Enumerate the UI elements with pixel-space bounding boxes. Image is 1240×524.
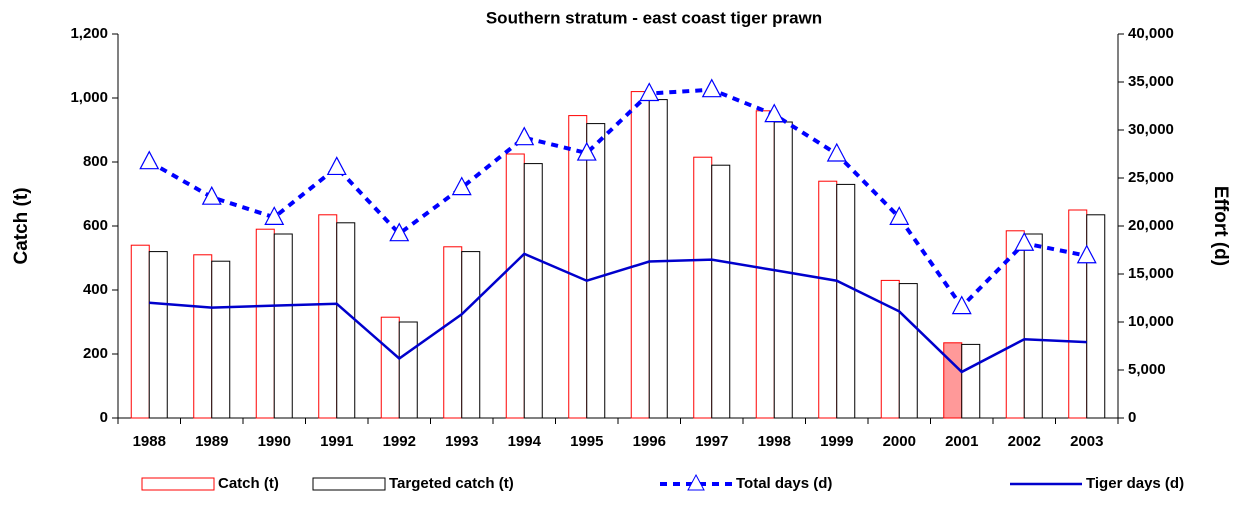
bar — [211, 260, 231, 419]
x-tick-label: 1989 — [195, 433, 228, 450]
y-tick-label: 1,200 — [70, 25, 108, 42]
y2-axis-title: Effort (d) — [1210, 186, 1231, 266]
bar — [818, 180, 838, 419]
marker — [1014, 231, 1035, 251]
x-tick-label: 1994 — [508, 433, 542, 450]
bar — [380, 316, 400, 419]
x-tick-label: 2003 — [1070, 433, 1103, 450]
bar — [273, 233, 293, 419]
y2-tick-label: 25,000 — [1128, 169, 1174, 186]
x-tick-label: 1988 — [133, 433, 166, 450]
bar — [586, 123, 606, 419]
bar — [943, 342, 963, 419]
x-tick-label: 1990 — [258, 433, 291, 450]
legend-label: Catch (t) — [218, 475, 279, 492]
y-tick-label: 1,000 — [70, 89, 108, 106]
legend-label: Targeted catch (t) — [389, 475, 514, 492]
legend-label: Total days (d) — [736, 475, 832, 492]
marker — [889, 206, 910, 225]
bar — [711, 164, 731, 419]
x-tick-label: 2002 — [1008, 433, 1041, 450]
marker — [389, 222, 410, 242]
line — [148, 87, 1088, 310]
marker — [826, 142, 847, 162]
x-tick-label: 1992 — [383, 433, 416, 450]
bar — [836, 183, 856, 419]
bar — [523, 163, 543, 419]
bar — [1086, 214, 1106, 419]
x-tick-label: 1999 — [820, 433, 853, 450]
marker — [639, 82, 660, 102]
marker — [576, 141, 597, 161]
bar — [648, 99, 668, 419]
marker — [326, 156, 347, 176]
marker — [951, 295, 972, 315]
x-tick-label: 2001 — [945, 433, 978, 450]
chart-title: Southern stratum - east coast tiger praw… — [486, 8, 822, 27]
y-tick-label: 800 — [83, 153, 108, 170]
marker — [701, 78, 722, 98]
bar — [755, 110, 775, 419]
line — [149, 252, 1087, 374]
bar — [898, 283, 918, 419]
bar — [193, 254, 213, 419]
bar — [1023, 233, 1043, 419]
bar — [961, 343, 981, 419]
y-tick-label: 0 — [100, 409, 108, 426]
bar — [398, 321, 418, 419]
y2-tick-label: 30,000 — [1128, 121, 1174, 138]
marker — [1076, 244, 1097, 264]
bar — [461, 251, 481, 419]
bar — [318, 214, 338, 419]
marker — [514, 126, 535, 146]
bar — [443, 246, 463, 419]
bar — [1068, 209, 1088, 419]
legend-swatch — [141, 477, 215, 491]
bar — [505, 153, 525, 419]
bar — [568, 115, 588, 419]
x-tick-label: 1996 — [633, 433, 666, 450]
y-tick-label: 200 — [83, 345, 108, 362]
bar — [880, 279, 900, 419]
marker — [139, 150, 160, 170]
y-tick-label: 400 — [83, 281, 108, 298]
marker — [764, 103, 785, 123]
bar — [148, 251, 168, 419]
bar — [693, 156, 713, 419]
y2-tick-label: 40,000 — [1128, 25, 1174, 42]
x-tick-label: 1993 — [445, 433, 478, 450]
x-tick-label: 1991 — [320, 433, 353, 450]
y2-tick-label: 0 — [1128, 409, 1136, 426]
bar — [630, 91, 650, 419]
y2-tick-label: 35,000 — [1128, 73, 1174, 90]
y2-tick-label: 5,000 — [1128, 361, 1166, 378]
legend-marker — [687, 473, 705, 491]
marker — [264, 206, 285, 225]
bar — [255, 228, 275, 419]
y-axis-title: Catch (t) — [11, 187, 32, 264]
marker — [451, 176, 472, 196]
x-tick-label: 1997 — [695, 433, 728, 450]
x-tick-label: 1995 — [570, 433, 603, 450]
y-tick-label: 600 — [83, 217, 108, 234]
bar — [336, 222, 356, 419]
legend-swatch — [312, 477, 386, 491]
x-tick-label: 2000 — [883, 433, 916, 450]
legend-label: Tiger days (d) — [1086, 475, 1184, 492]
y2-tick-label: 10,000 — [1128, 313, 1174, 330]
y2-tick-label: 20,000 — [1128, 217, 1174, 234]
marker — [201, 185, 222, 205]
y2-tick-label: 15,000 — [1128, 265, 1174, 282]
bar — [130, 244, 150, 419]
x-tick-label: 1998 — [758, 433, 791, 450]
